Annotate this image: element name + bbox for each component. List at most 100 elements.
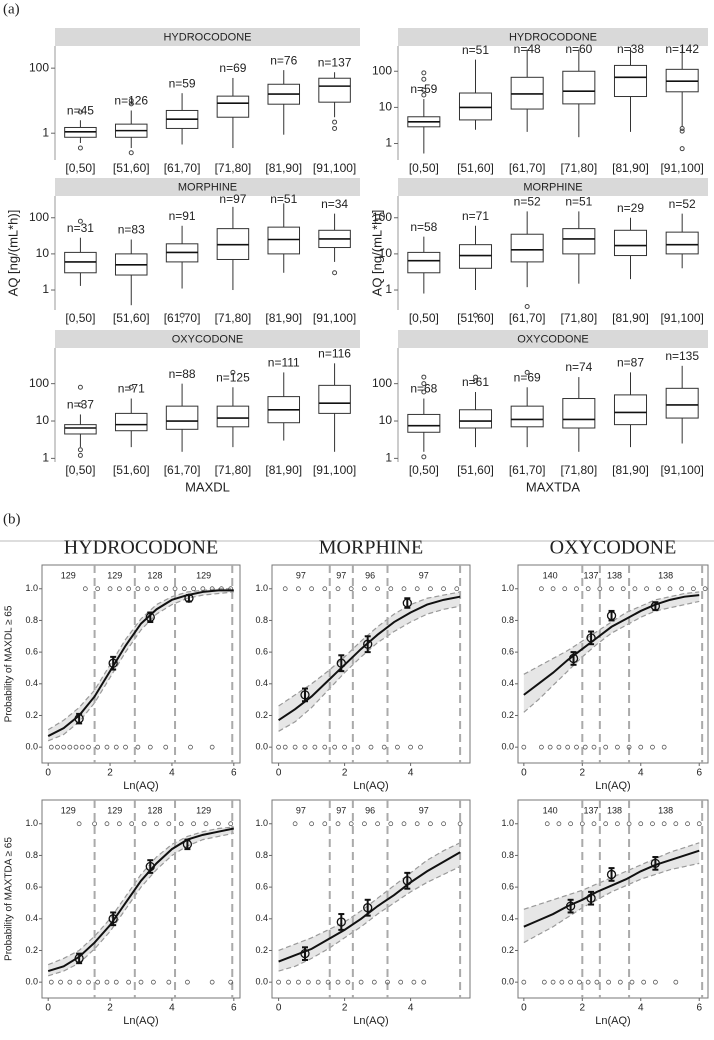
rug-point [574, 586, 579, 592]
rug-point [335, 586, 341, 592]
facet-title: MORPHINE [178, 181, 237, 193]
rug-point [67, 979, 73, 985]
rug-point [332, 744, 338, 750]
box [510, 233, 544, 263]
x-tick-label: 2 [580, 768, 586, 779]
n-label: n=48 [514, 42, 541, 56]
facet-strip [398, 178, 708, 196]
rug-point [228, 979, 234, 985]
x-tick-label: [0,50] [65, 161, 95, 175]
box [216, 95, 250, 118]
facet-strip [55, 330, 360, 348]
x-tick-label: [61,70] [509, 161, 546, 175]
rug-point [414, 821, 420, 827]
rug-point [305, 979, 311, 985]
bin-count: 140 [543, 570, 558, 580]
bin-count: 138 [607, 805, 622, 815]
y-tick-label: 1 [385, 282, 392, 296]
n-label: n=52 [514, 195, 541, 209]
rug-point [355, 744, 361, 750]
x-tick-label: [71,80] [560, 463, 597, 477]
rug-point [61, 744, 67, 750]
box [510, 76, 544, 110]
y-tick-label: 0.8 [255, 850, 268, 860]
rug-point [661, 744, 667, 750]
rug-point [55, 744, 60, 750]
outlier [421, 374, 427, 380]
rug-point [574, 744, 579, 750]
rug-point [322, 821, 328, 827]
rug-point [691, 586, 696, 592]
rug-point [215, 821, 221, 827]
rug-point [86, 979, 91, 985]
rug-point [673, 979, 679, 985]
ci-line [278, 605, 461, 732]
x-tick-label: 0 [45, 768, 51, 779]
plot-frame [517, 799, 709, 999]
y-tick-label: 0.0 [501, 742, 514, 752]
rug-point [539, 744, 544, 750]
outlier [421, 389, 427, 395]
x-tick-label: [91,100] [660, 161, 703, 175]
rug-point [95, 744, 101, 750]
n-label: n=58 [410, 220, 437, 234]
x-tick-label: 0 [276, 768, 282, 779]
n-label: n=142 [665, 42, 699, 56]
box [510, 405, 544, 428]
rug-point [228, 821, 234, 827]
box [458, 409, 493, 429]
y-tick-label: 0.2 [255, 710, 268, 720]
rug-point [172, 586, 178, 592]
outlier [332, 270, 338, 276]
outlier [421, 381, 427, 387]
box [613, 394, 648, 426]
rug-point [457, 821, 463, 827]
rug-point [650, 744, 655, 750]
n-label: n=38 [617, 42, 644, 56]
x-tick-label: 6 [696, 1003, 702, 1014]
y-tick-label: 1 [42, 125, 49, 139]
bin-count: 96 [365, 805, 375, 815]
y-tick-label: 0.4 [25, 678, 38, 688]
y-tick-label: 0.6 [501, 881, 514, 891]
observed-point [336, 917, 346, 927]
ci-band [523, 591, 700, 713]
x-axis-title: MAXTDA [526, 479, 581, 494]
y-tick-label: 100 [29, 60, 49, 74]
rug-point [309, 821, 314, 827]
y-tick-label: 100 [372, 210, 392, 224]
rug-point [345, 979, 351, 985]
y-tick-label: 1.0 [501, 583, 514, 593]
column-title: HYDROCODONE [64, 537, 218, 559]
ci-band [278, 842, 461, 972]
rug-point [381, 744, 387, 750]
observed-point [402, 876, 412, 886]
n-label: n=76 [270, 53, 297, 67]
panel-label: (b) [3, 511, 21, 527]
rug-point [603, 821, 609, 827]
bin-count: 140 [543, 805, 558, 815]
rug-point [568, 979, 573, 985]
y-tick-label: 0.2 [25, 945, 38, 955]
rug-point [67, 744, 73, 750]
plot-frame [271, 799, 471, 999]
x-tick-label: [81,90] [265, 311, 302, 325]
rug-point [441, 586, 446, 592]
y-axis-title: Probability of MAXDL ≥ 65 [4, 605, 15, 722]
y-tick-label: 0.0 [25, 742, 38, 752]
rug-point [358, 979, 364, 985]
rug-point [76, 979, 82, 985]
rug-point [418, 744, 423, 750]
x-tick-label: 2 [580, 1003, 586, 1014]
bin-count: 138 [607, 570, 622, 580]
x-tick-label: [0,50] [65, 463, 95, 477]
x-tick-label: 2 [342, 768, 348, 779]
rug-point [401, 586, 407, 592]
bin-count: 129 [107, 805, 122, 815]
rug-point [385, 979, 390, 985]
n-label: n=116 [318, 346, 351, 360]
observed-point [184, 593, 194, 603]
x-axis-title: Ln(AQ) [123, 1015, 158, 1027]
rug-point [609, 586, 614, 592]
fitted-curve [278, 851, 461, 963]
